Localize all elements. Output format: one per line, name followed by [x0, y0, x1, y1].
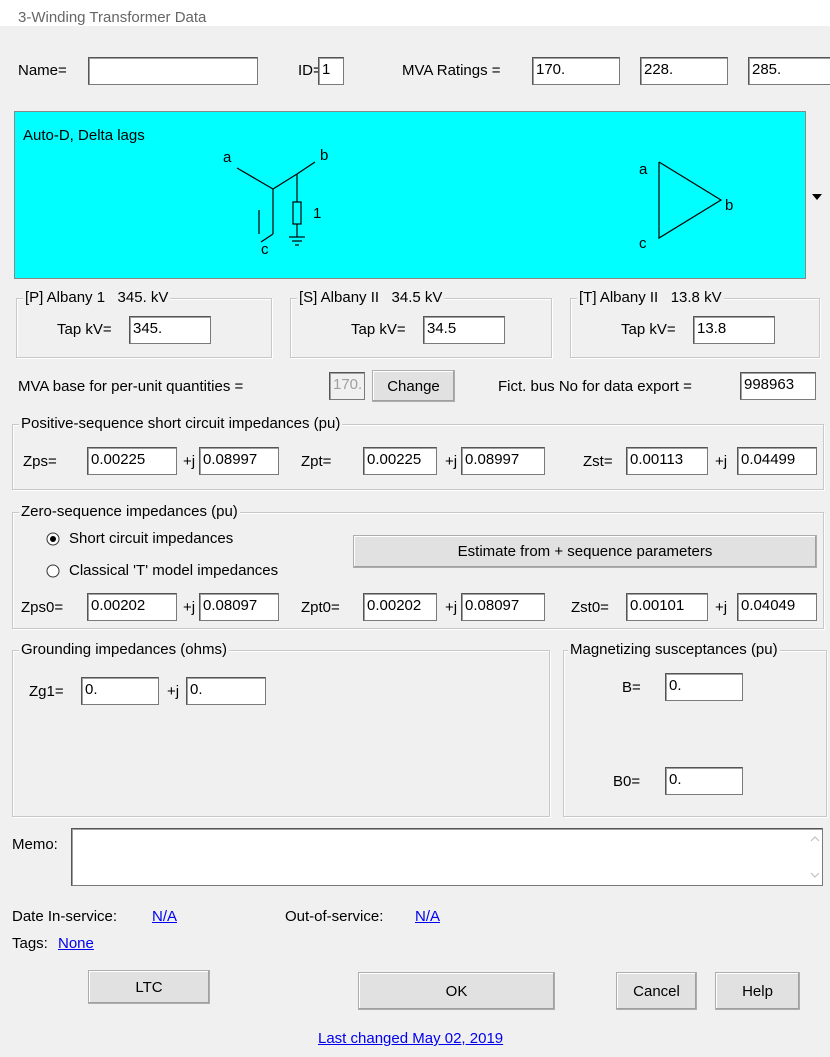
r-input[interactable]: 0.00225 [363, 447, 437, 475]
label: Date In-service: [12, 908, 118, 925]
name-input[interactable] [88, 57, 258, 85]
group-title: Grounding impedances (ohms) [19, 641, 229, 659]
link[interactable]: N/A [152, 908, 178, 925]
x-input[interactable]: 0.04499 [737, 447, 817, 475]
b0-input[interactable]: 0. [665, 767, 743, 795]
x-input[interactable]: 0.08097 [461, 593, 545, 621]
terminal: a [223, 149, 232, 166]
winding-header: [P] Albany 1 345. kV [23, 289, 171, 307]
tap-input[interactable]: 34.5 [423, 316, 505, 344]
mva-input[interactable]: 170. [532, 57, 620, 85]
winding-header: [T] Albany II 13.8 kV [577, 289, 724, 307]
id-input[interactable]: 1 [318, 57, 344, 85]
help-button[interactable]: Help [715, 972, 800, 1010]
terminal: c [639, 235, 647, 252]
x-input[interactable]: 0. [186, 677, 266, 705]
label: Zst0= [571, 599, 609, 616]
mva-base-input: 170. [329, 372, 365, 400]
dropdown-arrow[interactable] [810, 192, 824, 202]
label: MVA base for per-unit quantities = [18, 378, 244, 395]
label: Tap kV= [351, 321, 406, 338]
scrollbar[interactable] [808, 829, 822, 885]
label: Memo: [12, 836, 58, 853]
label: Zps= [23, 453, 57, 470]
label: Zg1= [29, 683, 64, 700]
grounding-group: Grounding impedances (ohms) Zg1= 0. +j 0… [12, 641, 550, 817]
zero-sequence-group: Zero-sequence impedances (pu) Short circ… [12, 503, 824, 629]
winding-header: [S] Albany II 34.5 kV [297, 289, 445, 307]
terminal: c [261, 241, 269, 258]
link[interactable]: N/A [415, 908, 441, 925]
winding-group: [S] Albany II 34.5 kV Tap kV= 34.5 [290, 289, 552, 358]
group-title: Positive-sequence short circuit impedanc… [19, 415, 343, 433]
winding-group: [P] Albany 1 345. kV Tap kV= 345. [16, 289, 272, 358]
label: +j [183, 453, 196, 470]
label: +j [183, 599, 196, 616]
memo-input[interactable] [71, 828, 823, 886]
label: Zpt0= [301, 599, 340, 616]
label: B0= [613, 773, 641, 790]
label: +j [167, 683, 180, 700]
r-input[interactable]: 0. [81, 677, 159, 705]
fict-bus-input[interactable]: 998963 [740, 372, 816, 400]
label: +j [715, 453, 728, 470]
terminal: b [725, 197, 733, 214]
r-input[interactable]: 0.00202 [87, 593, 177, 621]
ltc-button[interactable]: LTC [88, 970, 210, 1004]
group-title: Zero-sequence impedances (pu) [19, 503, 240, 521]
magnetizing-group: Magnetizing susceptances (pu) B= 0. B0= … [563, 641, 827, 817]
label: Tags: [12, 935, 48, 952]
label: Tap kV= [621, 321, 676, 338]
mva-input[interactable]: 285. [748, 57, 830, 85]
label: Tap kV= [57, 321, 112, 338]
label: Name= [18, 62, 67, 79]
terminal: 1 [313, 205, 321, 222]
r-input[interactable]: 0.00101 [626, 593, 708, 621]
terminal: b [320, 147, 328, 164]
label: ID= [298, 62, 322, 79]
positive-sequence-group: Positive-sequence short circuit impedanc… [12, 415, 824, 490]
diagram-label: Auto-D, Delta lags [23, 127, 145, 144]
diagram-box[interactable]: Auto-D, Delta lags a b 1 c a b c [14, 111, 806, 279]
last-changed-link[interactable]: Last changed May 02, 2019 [318, 1030, 504, 1047]
b-input[interactable]: 0. [665, 673, 743, 701]
label: B= [622, 679, 641, 696]
diagram: Auto-D, Delta lags a b 1 c a b c [23, 127, 733, 258]
radio[interactable] [45, 563, 61, 579]
label: Zps0= [21, 599, 64, 616]
terminal: a [639, 161, 648, 178]
radio-selected[interactable] [45, 531, 61, 547]
group-title: Magnetizing susceptances (pu) [568, 641, 780, 659]
tap-input[interactable]: 13.8 [693, 316, 775, 344]
r-input[interactable]: 0.00202 [363, 593, 437, 621]
radio-label[interactable]: Short circuit impedances [69, 530, 234, 547]
winding-group: [T] Albany II 13.8 kV Tap kV= 13.8 [570, 289, 820, 358]
x-input[interactable]: 0.08997 [199, 447, 279, 475]
x-input[interactable]: 0.04049 [737, 593, 817, 621]
r-input[interactable]: 0.00225 [87, 447, 177, 475]
label: Zst= [583, 453, 613, 470]
estimate-button[interactable]: Estimate from + sequence parameters [353, 535, 817, 568]
tap-input[interactable]: 345. [129, 316, 211, 344]
label: Zpt= [301, 453, 332, 470]
mva-input[interactable]: 228. [640, 57, 728, 85]
label: MVA Ratings = [402, 62, 501, 79]
link[interactable]: None [58, 935, 94, 952]
x-input[interactable]: 0.08097 [199, 593, 279, 621]
label: Out-of-service: [285, 908, 384, 925]
label: Fict. bus No for data export = [498, 378, 692, 395]
ok-button[interactable]: OK [358, 972, 555, 1010]
label: +j [715, 599, 728, 616]
window-title: 3-Winding Transformer Data [0, 0, 830, 26]
label: +j [445, 599, 458, 616]
radio-label[interactable]: Classical 'T' model impedances [69, 562, 279, 579]
cancel-button[interactable]: Cancel [616, 972, 697, 1010]
x-input[interactable]: 0.08997 [461, 447, 545, 475]
r-input[interactable]: 0.00113 [626, 447, 708, 475]
label: +j [445, 453, 458, 470]
change-button[interactable]: Change [372, 370, 455, 402]
